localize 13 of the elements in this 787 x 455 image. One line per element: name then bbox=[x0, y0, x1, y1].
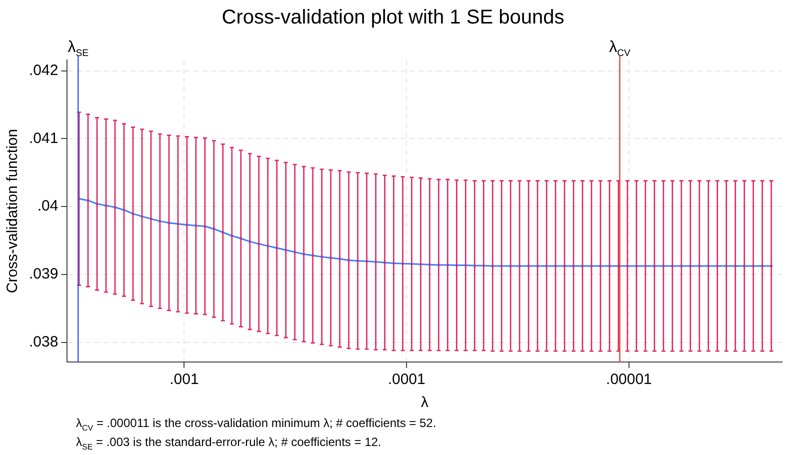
y-axis-title: Cross-validation function bbox=[4, 128, 22, 294]
y-tick-label: .039 bbox=[28, 266, 58, 283]
text: λ$_{CV}$ = .000011 is the cross-validation minimum λ; # coefficients = 52. bbox=[76, 416, 436, 434]
x-tick-label: .0001 bbox=[388, 371, 426, 388]
y-tick-label: .038 bbox=[28, 333, 58, 350]
x-tick-label: .00001 bbox=[606, 371, 652, 388]
text: λ$_{SE}$ = .003 is the standard-error-rule λ; # coefficients = 12. bbox=[76, 435, 382, 454]
y-tick-label: .042 bbox=[28, 62, 58, 79]
x-axis-title: λ bbox=[420, 394, 429, 412]
chart-title: Cross-validation plot with 1 SE bounds bbox=[222, 6, 564, 29]
x-tick-label: .001 bbox=[170, 371, 199, 388]
y-tick-label: .041 bbox=[28, 130, 58, 147]
y-tick-label: .04 bbox=[37, 198, 58, 215]
